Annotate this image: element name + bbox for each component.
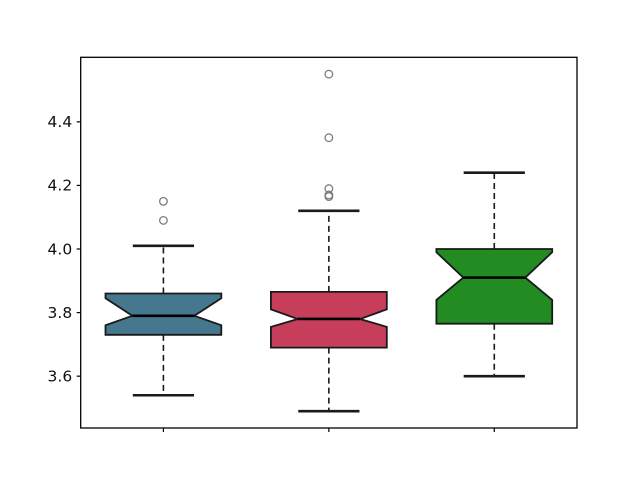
outlier-point-box-2 xyxy=(324,69,334,79)
outlier-point-box-1 xyxy=(158,215,168,225)
notched-box-box-3 xyxy=(435,248,554,325)
y-tick-label: 4.0 xyxy=(48,240,73,258)
y-tick-label: 3.6 xyxy=(48,367,73,385)
y-tick-label: 4.2 xyxy=(48,177,73,195)
outlier-point-box-1 xyxy=(158,196,168,206)
y-tick-label: 4.4 xyxy=(48,113,73,131)
notched-box-box-1 xyxy=(104,292,223,336)
outlier-point-box-2 xyxy=(324,190,334,200)
outlier-point-box-2 xyxy=(324,184,334,194)
y-tick-label: 3.8 xyxy=(48,304,73,322)
outlier-point-box-2 xyxy=(324,133,334,143)
